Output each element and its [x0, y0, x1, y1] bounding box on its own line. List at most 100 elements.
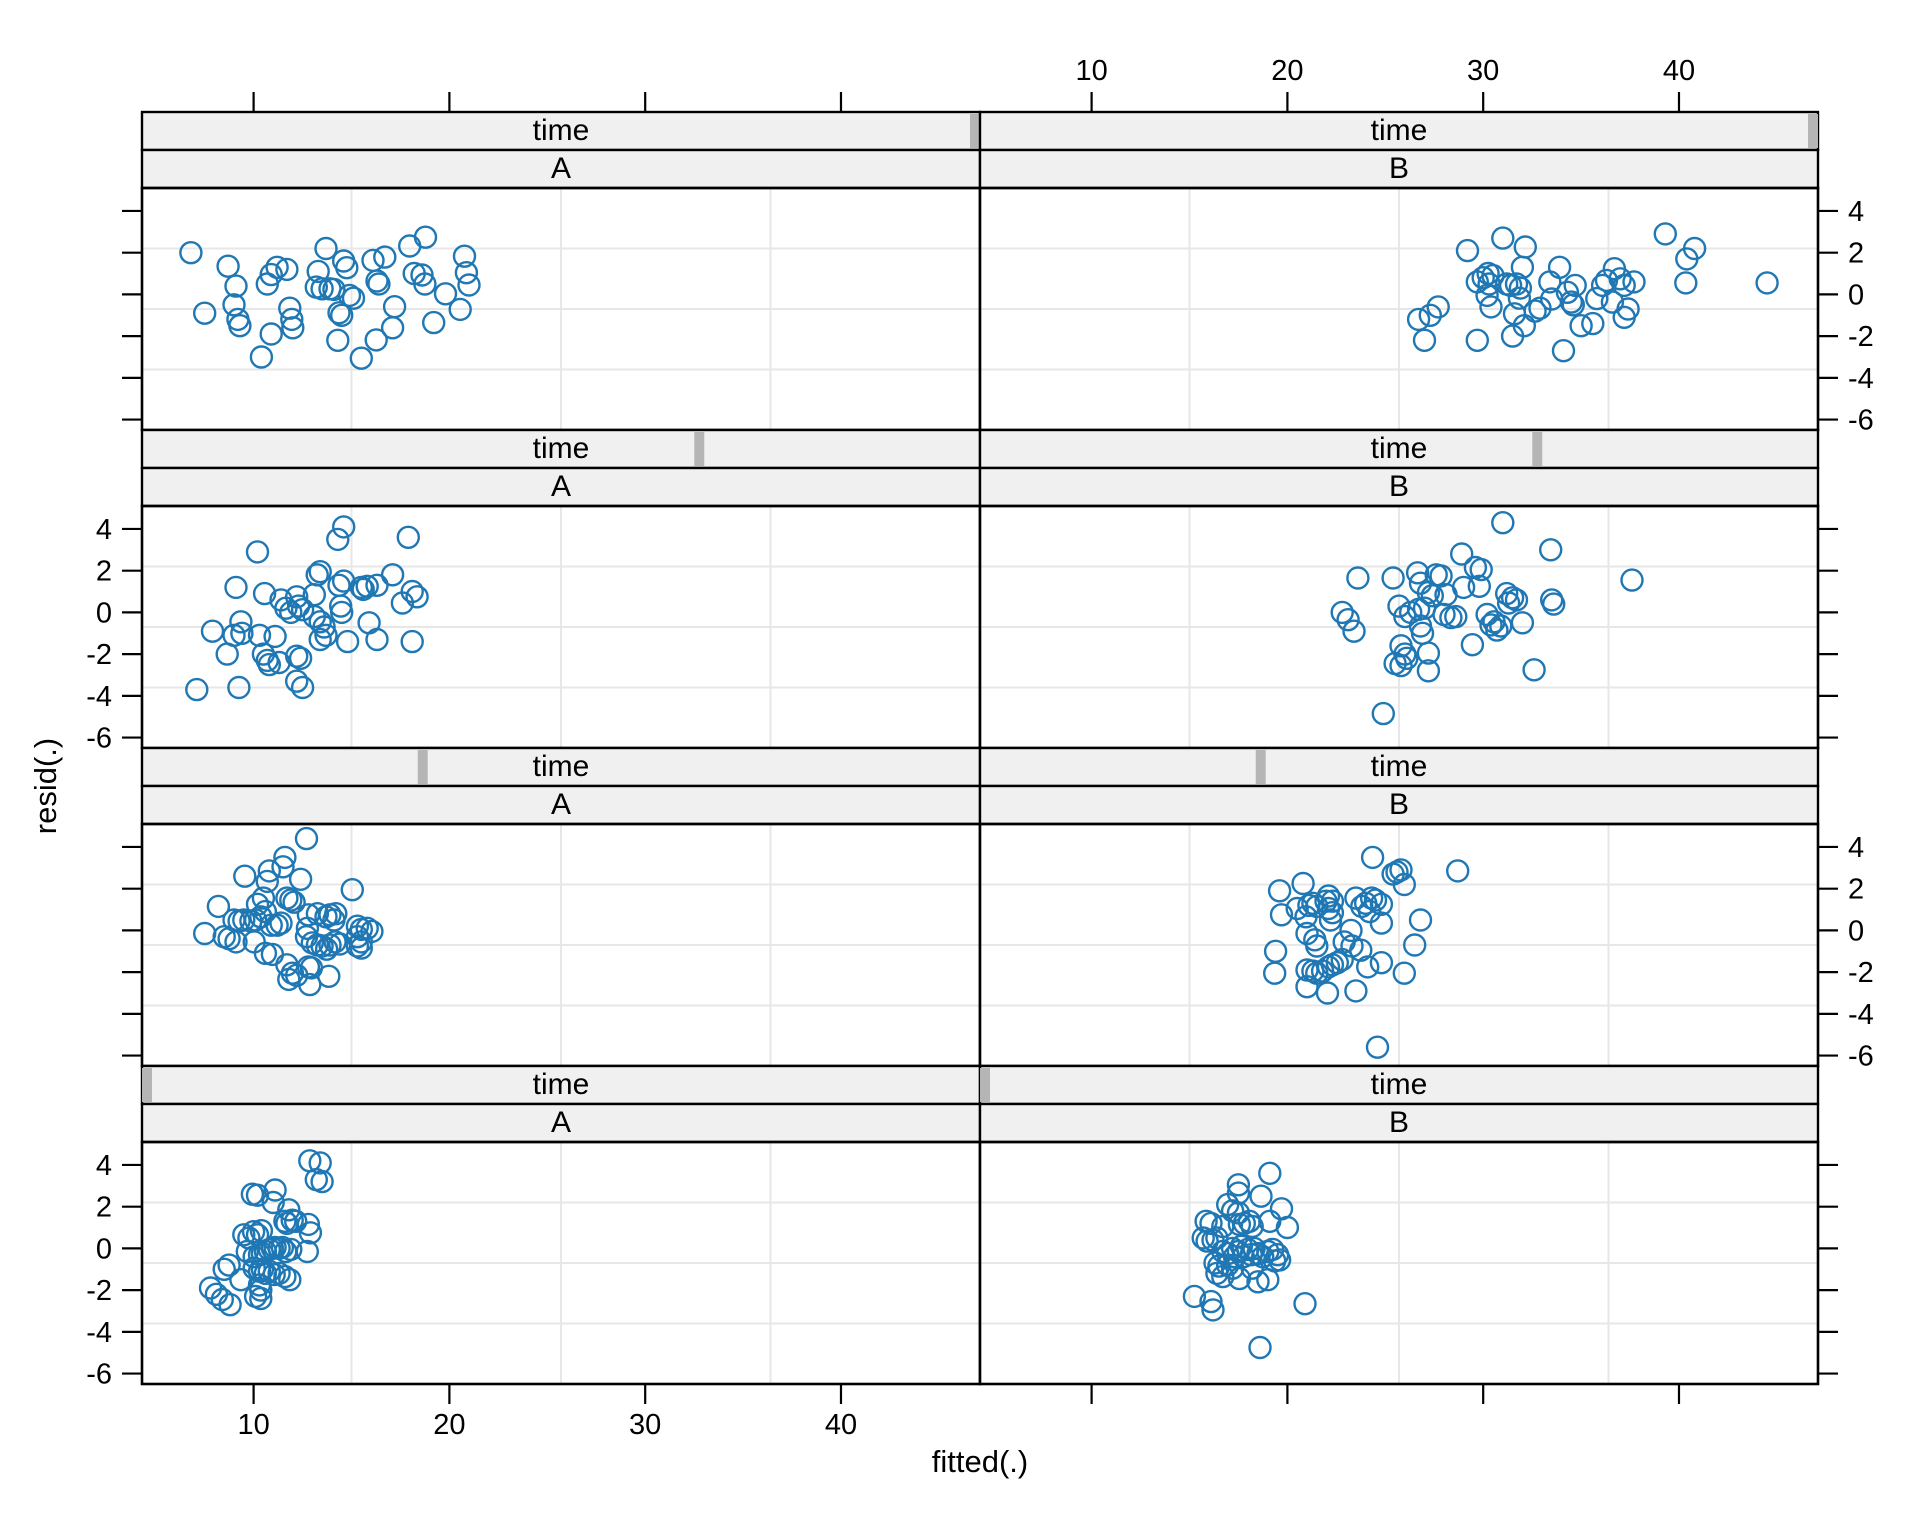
strip-time: [140, 746, 982, 788]
shingle-indicator: [142, 1068, 152, 1102]
strip-variable-label: time: [533, 750, 590, 783]
data-point: [251, 886, 276, 910]
data-point: [310, 934, 334, 958]
strip-variable-label: time: [1371, 750, 1428, 783]
data-point: [400, 629, 424, 654]
data-point: [1460, 633, 1485, 657]
data-point: [410, 263, 434, 287]
data-point: [259, 322, 283, 346]
data-point: [349, 346, 373, 370]
strip-variable-label: time: [533, 432, 590, 465]
data-point: [1504, 588, 1529, 612]
y-tick-label-left: -2: [86, 1275, 112, 1307]
data-point: [413, 225, 438, 249]
x-tick-label-top: 40: [1663, 55, 1695, 87]
data-point: [1325, 951, 1350, 975]
y-tick-label-left: -6: [86, 1359, 112, 1391]
data-point: [332, 515, 356, 539]
data-point: [1365, 1035, 1390, 1059]
data-point: [286, 594, 311, 618]
data-point: [273, 1209, 297, 1234]
data-point: [349, 936, 373, 960]
data-point: [288, 867, 313, 891]
data-point: [273, 1264, 297, 1289]
data-point: [1199, 1211, 1223, 1236]
x-tick-label-bottom: 40: [825, 1409, 857, 1441]
data-point: [1541, 592, 1566, 616]
data-point: [1491, 226, 1515, 250]
data-point: [200, 619, 225, 643]
data-point: [1336, 608, 1360, 632]
data-point: [373, 245, 397, 269]
data-point: [1395, 646, 1419, 670]
data-point: [259, 262, 283, 287]
panel-row1-B: time B: [978, 110, 1820, 432]
data-point: [1551, 339, 1576, 363]
data-point: [1293, 1291, 1317, 1316]
data-point: [1755, 271, 1779, 295]
data-point: [222, 623, 246, 647]
data-point: [1559, 290, 1584, 314]
data-point: [1240, 1256, 1264, 1280]
data-point: [1369, 951, 1394, 975]
data-point: [1291, 871, 1315, 896]
data-point: [1471, 266, 1495, 290]
y-tick-label-left: -4: [86, 681, 112, 713]
data-point: [1420, 584, 1445, 608]
data-point: [1262, 961, 1287, 985]
data-point: [1608, 267, 1632, 291]
data-point: [296, 1212, 321, 1237]
y-axis-title: resid(.): [28, 737, 63, 835]
data-point: [1389, 858, 1413, 882]
data-point: [271, 855, 295, 879]
data-point: [1371, 701, 1396, 726]
data-point: [1246, 1270, 1270, 1294]
data-point: [1616, 297, 1640, 321]
data-point: [245, 540, 270, 564]
data-point: [349, 930, 373, 954]
y-tick-label-left: 4: [96, 514, 112, 546]
x-tick-label-bottom: 10: [237, 1409, 269, 1441]
y-tick-label-left: 2: [96, 556, 112, 588]
y-tick-label-right: 2: [1848, 238, 1864, 270]
data-point: [228, 314, 252, 338]
shingle-indicator: [1255, 750, 1266, 784]
data-point: [1203, 1251, 1227, 1275]
data-point: [285, 644, 309, 668]
data-point: [448, 297, 472, 322]
y-tick-label-left: 0: [96, 597, 112, 629]
data-point: [255, 869, 279, 894]
data-point: [364, 328, 388, 352]
data-point: [233, 864, 257, 888]
data-point: [1318, 908, 1343, 932]
data-point: [337, 283, 362, 308]
data-point: [1479, 613, 1503, 637]
data-point: [314, 236, 338, 261]
strip-variable-label: time: [1371, 1068, 1428, 1101]
data-point: [1504, 272, 1529, 296]
data-point: [253, 899, 278, 924]
data-point: [1594, 268, 1619, 293]
data-point: [1455, 238, 1480, 263]
data-point: [382, 295, 407, 319]
data-point: [457, 273, 481, 297]
data-point: [1510, 611, 1535, 635]
data-point: [1392, 872, 1417, 897]
data-point: [1674, 271, 1698, 295]
y-tick-label-right: 4: [1848, 196, 1864, 228]
data-point: [1682, 236, 1707, 261]
data-point: [1475, 283, 1499, 308]
y-tick-label-right: 0: [1848, 915, 1864, 947]
data-point: [295, 1239, 319, 1264]
data-point: [224, 575, 248, 600]
data-point: [218, 1292, 242, 1317]
data-point: [275, 257, 299, 282]
data-point: [227, 675, 251, 700]
data-point: [1294, 905, 1318, 929]
data-point: [263, 1178, 287, 1202]
data-point: [345, 934, 370, 958]
data-point: [290, 675, 315, 700]
data-point: [281, 316, 305, 340]
